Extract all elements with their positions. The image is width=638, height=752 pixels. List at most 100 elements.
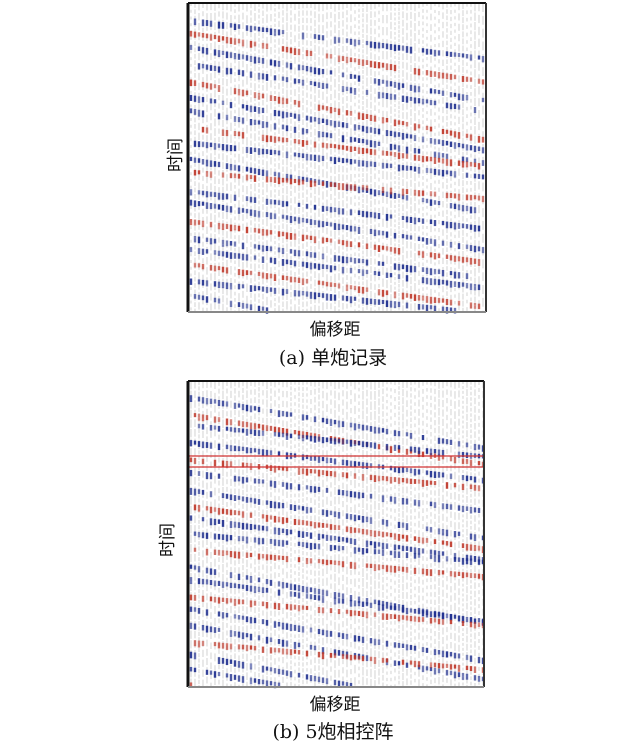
wavelet xyxy=(453,171,457,178)
wavelet xyxy=(385,130,389,137)
wavelet xyxy=(317,607,321,613)
wavelet xyxy=(333,265,337,271)
wavelet xyxy=(201,201,205,206)
wavelet xyxy=(309,432,313,438)
wavelet xyxy=(345,609,349,614)
wavelet xyxy=(281,29,285,35)
wavelet xyxy=(421,451,425,458)
wavelet xyxy=(221,193,225,200)
wavelet xyxy=(393,152,397,157)
wavelet xyxy=(473,545,477,552)
wavelet xyxy=(433,151,437,158)
wavelet xyxy=(373,299,377,305)
wavelet xyxy=(405,265,409,272)
wavelet xyxy=(357,268,361,274)
wavelet xyxy=(281,124,285,130)
wavelet xyxy=(285,482,289,490)
wavelet xyxy=(397,466,401,474)
wavelet xyxy=(217,66,221,73)
wavelet xyxy=(333,36,337,44)
wavelet xyxy=(329,458,333,463)
wavelet xyxy=(329,156,333,162)
wavelet xyxy=(397,132,401,137)
wavelet xyxy=(377,600,381,605)
wavelet xyxy=(453,614,457,619)
wavelet xyxy=(373,127,377,134)
wavelet xyxy=(477,556,481,562)
wavelet xyxy=(249,196,253,203)
wavelet xyxy=(365,287,369,292)
wavelet xyxy=(433,502,437,508)
wavelet xyxy=(313,588,317,594)
wavelet xyxy=(245,497,249,503)
wavelet xyxy=(341,256,345,264)
wavelet xyxy=(337,207,341,215)
wavelet xyxy=(189,577,193,585)
wavelet xyxy=(381,186,385,194)
wavelet xyxy=(325,221,329,227)
wavelet xyxy=(337,489,341,496)
wavelet xyxy=(273,602,277,610)
wavelet xyxy=(437,555,441,563)
wavelet xyxy=(305,177,309,182)
wavelet xyxy=(273,501,277,509)
wavelet xyxy=(197,96,201,103)
wavelet xyxy=(209,568,213,575)
wavelet xyxy=(317,588,321,595)
wavelet xyxy=(313,543,317,550)
wavelet xyxy=(241,253,245,261)
wavelet xyxy=(337,438,341,444)
wavelet xyxy=(341,561,345,568)
wavelet xyxy=(317,543,321,550)
wavelet xyxy=(381,613,385,620)
wavelet xyxy=(257,107,261,114)
wavelet xyxy=(357,75,361,82)
wavelet xyxy=(241,511,245,518)
wavelet xyxy=(189,666,193,672)
wavelet xyxy=(345,145,349,151)
wavelet xyxy=(297,250,301,257)
wavelet xyxy=(365,563,369,568)
wavelet xyxy=(405,146,409,154)
wavelet xyxy=(225,282,229,290)
wavelet xyxy=(477,146,481,152)
wavelet xyxy=(457,672,461,678)
wavelet xyxy=(393,119,397,127)
wavelet xyxy=(397,551,401,559)
wavelet xyxy=(265,514,269,522)
wavelet xyxy=(361,601,365,607)
wavelet xyxy=(229,461,233,468)
wavelet xyxy=(241,104,245,109)
wavelet xyxy=(249,576,253,583)
wavelet xyxy=(365,529,369,535)
wavelet xyxy=(257,57,261,64)
wavelet xyxy=(253,406,257,411)
wavelet xyxy=(309,521,313,527)
wavelet xyxy=(289,504,293,510)
wavelet xyxy=(321,181,325,186)
wavelet xyxy=(245,633,249,638)
wavelet xyxy=(441,128,445,135)
wavelet xyxy=(309,435,313,442)
wavelet xyxy=(293,591,297,597)
wavelet xyxy=(313,521,317,529)
wavelet xyxy=(237,551,241,559)
wavelet xyxy=(421,136,425,143)
wavelet xyxy=(461,223,465,229)
wavelet xyxy=(445,482,449,489)
wavelet xyxy=(433,555,437,562)
wavelet xyxy=(317,486,321,492)
wavelet xyxy=(389,130,393,137)
wavelet xyxy=(465,172,469,178)
wavelet xyxy=(425,125,429,131)
wavelet xyxy=(405,523,409,531)
wavelet xyxy=(413,468,417,476)
wavelet xyxy=(225,444,229,450)
wavelet xyxy=(397,566,401,571)
wavelet xyxy=(389,273,393,278)
wavelet xyxy=(449,92,453,98)
wavelet xyxy=(453,203,457,210)
wavelet xyxy=(341,158,345,164)
wavelet xyxy=(473,476,477,483)
wavelet xyxy=(369,463,373,468)
